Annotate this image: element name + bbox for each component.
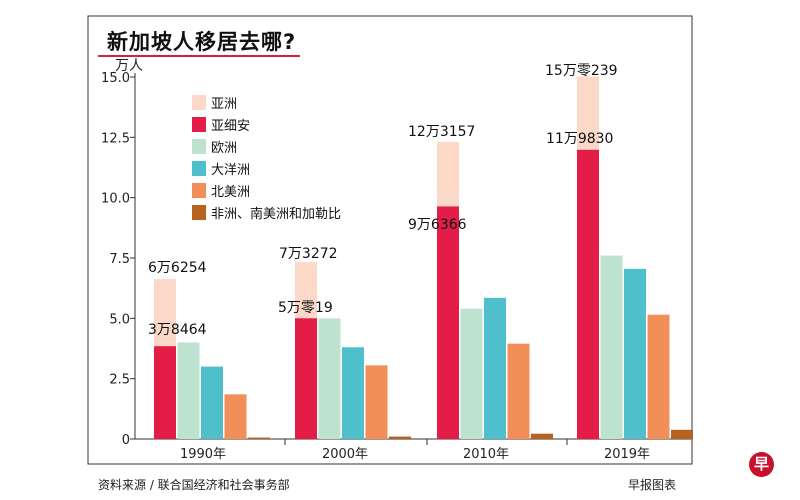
x-tick-label: 2000年: [322, 447, 368, 462]
data-label-asia-total: 12万3157: [408, 124, 475, 140]
y-tick-label: 12.5: [101, 131, 130, 146]
legend-label: 大洋洲: [211, 163, 250, 178]
bar-north-america: [365, 365, 388, 439]
y-tick-label: 7.5: [109, 252, 130, 267]
legend-swatch-africa-latam: [192, 205, 206, 220]
bar-europe: [318, 318, 341, 439]
y-axis-unit: 万人: [115, 58, 143, 74]
x-tick-label: 1990年: [180, 447, 226, 462]
bar-oceania: [484, 297, 506, 439]
legend-label: 亚洲: [211, 97, 237, 112]
data-label-asean: 3万8464: [148, 322, 207, 338]
bar-north-america: [647, 314, 670, 439]
zaobao-logo: 早: [749, 452, 774, 477]
chart-credit: 早报图表: [628, 478, 677, 492]
x-tick-label: 2010年: [463, 447, 509, 462]
bar-oceania: [624, 268, 646, 439]
data-label-asia-total: 6万6254: [148, 260, 207, 276]
legend-label: 非洲、南美洲和加勒比: [211, 206, 341, 222]
y-tick-label: 0: [122, 433, 130, 448]
data-label-asean: 9万6366: [408, 217, 467, 233]
bar-asean: [154, 346, 176, 439]
bar-asean: [437, 206, 459, 439]
chart-border: [87, 15, 693, 465]
y-tick-label: 10.0: [101, 192, 130, 207]
data-label-asean: 11万9830: [546, 131, 613, 147]
y-tick-label: 15.0: [101, 71, 130, 86]
legend-swatch-asean: [192, 117, 206, 132]
data-label-asean: 5万零19: [278, 300, 333, 316]
bar-oceania: [201, 366, 223, 439]
legend-swatch-europe: [192, 139, 206, 154]
legend-label: 欧洲: [211, 141, 237, 156]
bar-africa-latam: [531, 433, 553, 439]
data-source: 资料来源 / 联合国经济和社会事务部: [98, 478, 290, 492]
legend-swatch-oceania: [192, 161, 206, 176]
y-tick-label: 5.0: [109, 312, 130, 327]
bar-north-america: [224, 394, 247, 439]
x-tick-label: 2019年: [604, 447, 650, 462]
chart-title: 新加坡人移居去哪?: [107, 30, 297, 54]
bar-asean: [577, 149, 599, 439]
bar-europe: [460, 308, 483, 439]
y-tick-label: 2.5: [109, 373, 130, 388]
bar-africa-latam: [248, 437, 270, 439]
bar-africa-latam: [671, 429, 693, 439]
bar-africa-latam: [389, 436, 411, 439]
title-underline: [98, 55, 300, 57]
bar-asean: [295, 318, 317, 439]
legend-swatch-asia-total: [192, 95, 206, 110]
legend-label: 北美洲: [211, 185, 250, 200]
data-label-asia-total: 7万3272: [279, 246, 338, 262]
data-label-asia-total: 15万零239: [545, 63, 618, 79]
legend-swatch-north-america: [192, 183, 206, 198]
bar-europe: [600, 255, 623, 439]
bar-europe: [177, 342, 200, 439]
legend-label: 亚细安: [211, 119, 250, 134]
bar-north-america: [507, 343, 530, 439]
bar-oceania: [342, 347, 364, 439]
